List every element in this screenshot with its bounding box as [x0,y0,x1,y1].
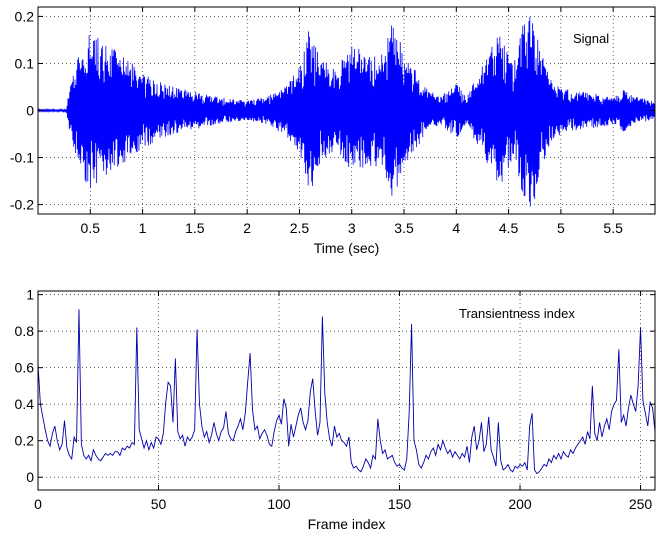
transientness-xtick-label: 50 [151,496,167,512]
signal-ytick-label: 0 [26,103,34,119]
signal-ytick-label: 0.2 [15,8,35,24]
signal-xtick-label: 1.5 [185,220,205,236]
signal-xtick-label: 4.5 [499,220,519,236]
signal-series-line [38,16,655,207]
transientness-xtick-label: 0 [34,496,42,512]
signal-xtick-label: 1 [139,220,147,236]
transientness-axes-box [37,290,656,491]
transientness-ytick-label: 0.2 [15,433,35,449]
signal-xtick-label: 5.5 [603,220,623,236]
transientness-xtick-label: 100 [267,496,291,512]
transientness-x-axis-label: Frame index [308,516,386,532]
transientness-ytick-label: 1 [26,287,34,303]
signal-annotation: Signal [573,31,609,46]
transientness-ytick-label: 0.4 [15,396,35,412]
signal-xtick-label: 4 [452,220,460,236]
transientness-ytick-label: 0.6 [15,360,35,376]
transientness-xtick-label: 150 [388,496,412,512]
transientness-annotation: Transientness index [459,306,575,321]
transientness-ytick-label: 0 [26,469,34,485]
transientness-xtick-label: 250 [629,496,653,512]
signal-xtick-label: 3.5 [394,220,414,236]
signal-xtick-label: 5 [557,220,565,236]
transientness-plot [37,290,656,491]
signal-ytick-label: 0.1 [15,55,35,71]
signal-xtick-label: 3 [348,220,356,236]
signal-xtick-label: 2.5 [290,220,310,236]
signal-plot [37,6,656,215]
signal-xtick-label: 2 [243,220,251,236]
transientness-series-line [38,309,655,475]
signal-x-axis-label: Time (sec) [314,240,380,256]
signal-ytick-label: -0.1 [10,150,34,166]
transientness-ytick-label: 0.8 [15,323,35,339]
signal-ytick-label: -0.2 [10,197,34,213]
signal-xtick-label: 0.5 [81,220,101,236]
transientness-xtick-label: 200 [508,496,532,512]
